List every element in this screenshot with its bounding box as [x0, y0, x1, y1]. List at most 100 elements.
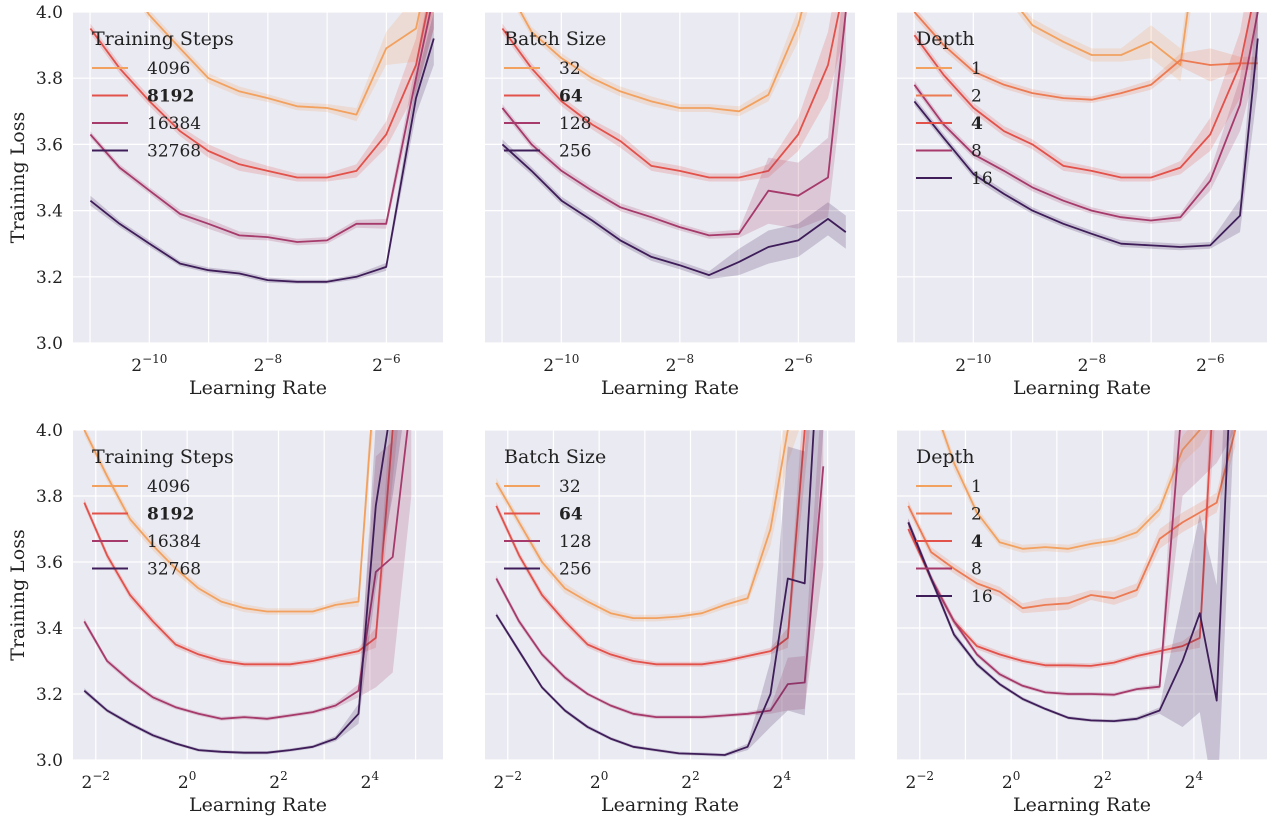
legend-label: 128	[559, 114, 591, 134]
series-band-256	[496, 430, 824, 757]
series-line-4096	[83, 430, 372, 613]
legend-label: 8	[971, 560, 982, 580]
series-line-256	[495, 430, 815, 756]
legend-label: 8192	[147, 505, 194, 525]
y-tick-label: 3.6	[36, 553, 63, 573]
legend-label: 256	[559, 142, 591, 162]
legend-label: 256	[559, 560, 591, 580]
series-group	[495, 430, 825, 757]
plot-area	[897, 430, 1267, 760]
x-tick-label: 2−6	[1196, 352, 1225, 376]
series-line-8	[907, 430, 1181, 696]
y-tick-label: 3.4	[36, 202, 63, 222]
x-tick-label: 2−8	[254, 352, 283, 376]
x-axis-label: Learning Rate	[189, 377, 327, 399]
series-group	[501, 12, 847, 280]
y-axis-label: Training Loss	[7, 112, 29, 243]
y-tick-label: 4.0	[36, 3, 63, 23]
series-group	[913, 12, 1259, 251]
y-tick-label: 3.2	[36, 268, 63, 288]
x-axis-label: Learning Rate	[1013, 377, 1151, 399]
x-tick-label: 24	[361, 769, 380, 793]
legend: Depth 1 2 4 8 16	[916, 28, 993, 189]
legend-label: 16	[971, 169, 993, 189]
series-band-16384	[84, 430, 412, 721]
plot-area	[485, 430, 855, 760]
x-tick-label: 2−10	[543, 352, 579, 376]
y-tick-label: 4.0	[36, 421, 63, 441]
legend-label: 8	[971, 142, 982, 162]
x-tick-label: 20	[178, 769, 196, 793]
series-line-1	[1020, 12, 1189, 66]
plot-area	[485, 12, 855, 343]
series-band-32	[517, 12, 808, 117]
y-tick-label: 3.8	[36, 487, 63, 507]
x-tick-label: 2−8	[666, 352, 695, 376]
series-line-2	[913, 12, 1258, 101]
x-tick-label: 2−6	[372, 352, 401, 376]
x-tick-label: 2−10	[955, 352, 991, 376]
y-tick-label: 3.8	[36, 69, 63, 89]
chart-panel-1: 3.0 3.2 3.4 3.6 3.8 4.0 2−10 2−8 2−6 Learning Rat…	[7, 3, 443, 399]
series-line-32	[495, 430, 789, 619]
x-tick-label: 20	[590, 769, 608, 793]
series-band-4096	[143, 12, 434, 122]
plot-area	[73, 12, 443, 343]
series-line-8192	[83, 430, 394, 666]
chart-panel-5: 2−2 20 22 24 Learning Rate Batch Size 32 64 128 2…	[485, 429, 855, 816]
legend-label: 16	[971, 587, 993, 607]
x-tick-label: 24	[1185, 769, 1204, 793]
series-line-4	[907, 430, 1213, 667]
y-tick-label: 3.6	[36, 135, 63, 155]
x-tick-label: 22	[681, 769, 699, 793]
y-tick-label: 3.0	[36, 751, 63, 771]
series-band-8192	[84, 430, 398, 667]
legend-label: 32768	[147, 142, 201, 162]
legend-title: Batch Size	[504, 446, 606, 468]
x-tick-label: 2−2	[81, 769, 110, 793]
series-band-8	[914, 12, 1258, 224]
series-line-8	[913, 12, 1259, 222]
legend: Training Steps 4096 8192 16384 32768	[92, 446, 234, 580]
legend-title: Training Steps	[92, 446, 234, 468]
legend: Training Steps 4096 8192 16384 32768	[92, 28, 234, 162]
chart-panel-2: 2−10 2−8 2−6 Learning Rate Batch Size 32 64 128…	[485, 11, 855, 399]
legend-label: 1	[971, 59, 982, 79]
x-axis-label: Learning Rate	[189, 794, 327, 816]
legend-label: 4096	[147, 477, 190, 497]
y-tick-label: 3.4	[36, 619, 63, 639]
series-line-32	[519, 12, 803, 113]
series-line-16	[913, 38, 1259, 248]
legend-title: Depth	[916, 446, 975, 468]
series-line-16	[907, 430, 1230, 722]
series-band-1	[940, 430, 1210, 553]
x-tick-label: 2−8	[1078, 352, 1107, 376]
series-group	[83, 430, 412, 755]
series-band-128	[502, 12, 846, 239]
legend-label: 4	[971, 114, 983, 134]
legend-label: 2	[971, 505, 982, 525]
chart-panel-3: 2−10 2−8 2−6 Learning Rate Depth 1 2 4 8 16	[897, 11, 1267, 399]
y-axis-label: Training Loss	[7, 529, 29, 660]
legend-label: 32768	[147, 560, 201, 580]
legend-label: 4096	[147, 59, 190, 79]
series-band-16	[908, 430, 1234, 760]
legend-label: 1	[971, 477, 982, 497]
series-line-32768	[83, 430, 389, 754]
legend-label: 16384	[147, 532, 201, 552]
legend-label: 2	[971, 87, 982, 107]
series-line-2	[907, 430, 1237, 610]
x-tick-label: 22	[269, 769, 287, 793]
series-group	[907, 430, 1237, 760]
legend-title: Batch Size	[504, 28, 606, 50]
x-tick-label: 2−10	[131, 352, 167, 376]
chart-panel-4: 3.0 3.2 3.4 3.6 3.8 4.0 2−2 20 22 24 Learning Rate…	[7, 421, 443, 816]
series-line-64	[495, 430, 806, 666]
series-line-4	[913, 12, 1252, 179]
legend-label: 16384	[147, 114, 201, 134]
y-tick-label: 3.0	[36, 334, 63, 354]
series-band-128	[496, 430, 824, 720]
x-tick-label: 22	[1093, 769, 1111, 793]
legend: Depth 1 2 4 8 16	[916, 446, 993, 607]
